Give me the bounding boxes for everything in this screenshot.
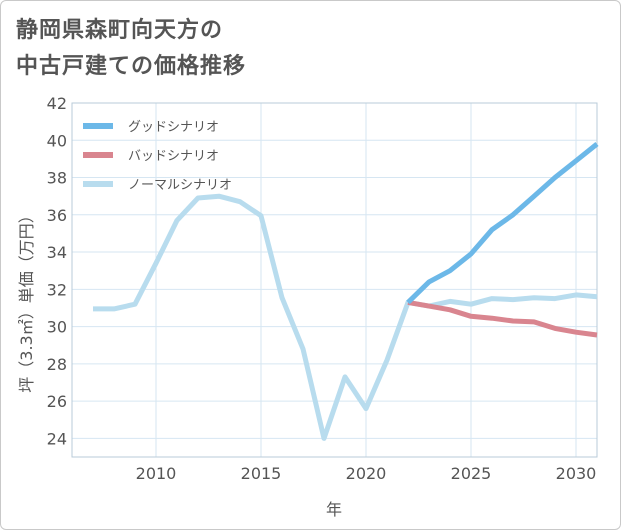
axes: 24 26 28 30 32 34 36 38 40 42 2010 2015 2020 2025 2030 (47, 94, 598, 483)
plot-frame (71, 102, 598, 458)
y-tick-label: 32 (47, 280, 67, 299)
y-tick-label: 36 (47, 206, 67, 225)
y-tick-label: 28 (47, 355, 67, 374)
y-tick-label: 34 (47, 243, 67, 262)
y-tick-label: 40 (47, 131, 67, 150)
y-tick-label: 38 (47, 169, 67, 188)
legend-label: グッドシナリオ (128, 120, 219, 135)
x-axis-label: 年 (326, 500, 342, 519)
x-tick-label: 2025 (451, 464, 492, 483)
x-tick-label: 2030 (556, 464, 597, 483)
series-line-2 (407, 299, 598, 338)
series-line-1 (406, 142, 599, 305)
y-tick-label: 26 (47, 392, 67, 411)
legend-label: ノーマルシナリオ (128, 178, 232, 193)
y-tick-label: 30 (47, 318, 67, 337)
chart-title-line-2: 中古戸建ての価格推移 (16, 54, 247, 79)
y-tick-label: 24 (47, 429, 67, 448)
x-tick-label: 2015 (241, 464, 282, 483)
x-tick-label: 2010 (136, 464, 177, 483)
chart-title-line-1: 静岡県森町向天方の (16, 18, 224, 43)
x-tick-label: 2020 (346, 464, 387, 483)
y-axis-label: 坪（3.3㎡）単価（万円） (17, 207, 36, 392)
series-line-3 (93, 193, 598, 441)
series-group (93, 142, 599, 441)
plot-background (72, 103, 597, 457)
y-tick-label: 42 (47, 94, 67, 113)
legend-label: バッドシナリオ (128, 149, 219, 164)
